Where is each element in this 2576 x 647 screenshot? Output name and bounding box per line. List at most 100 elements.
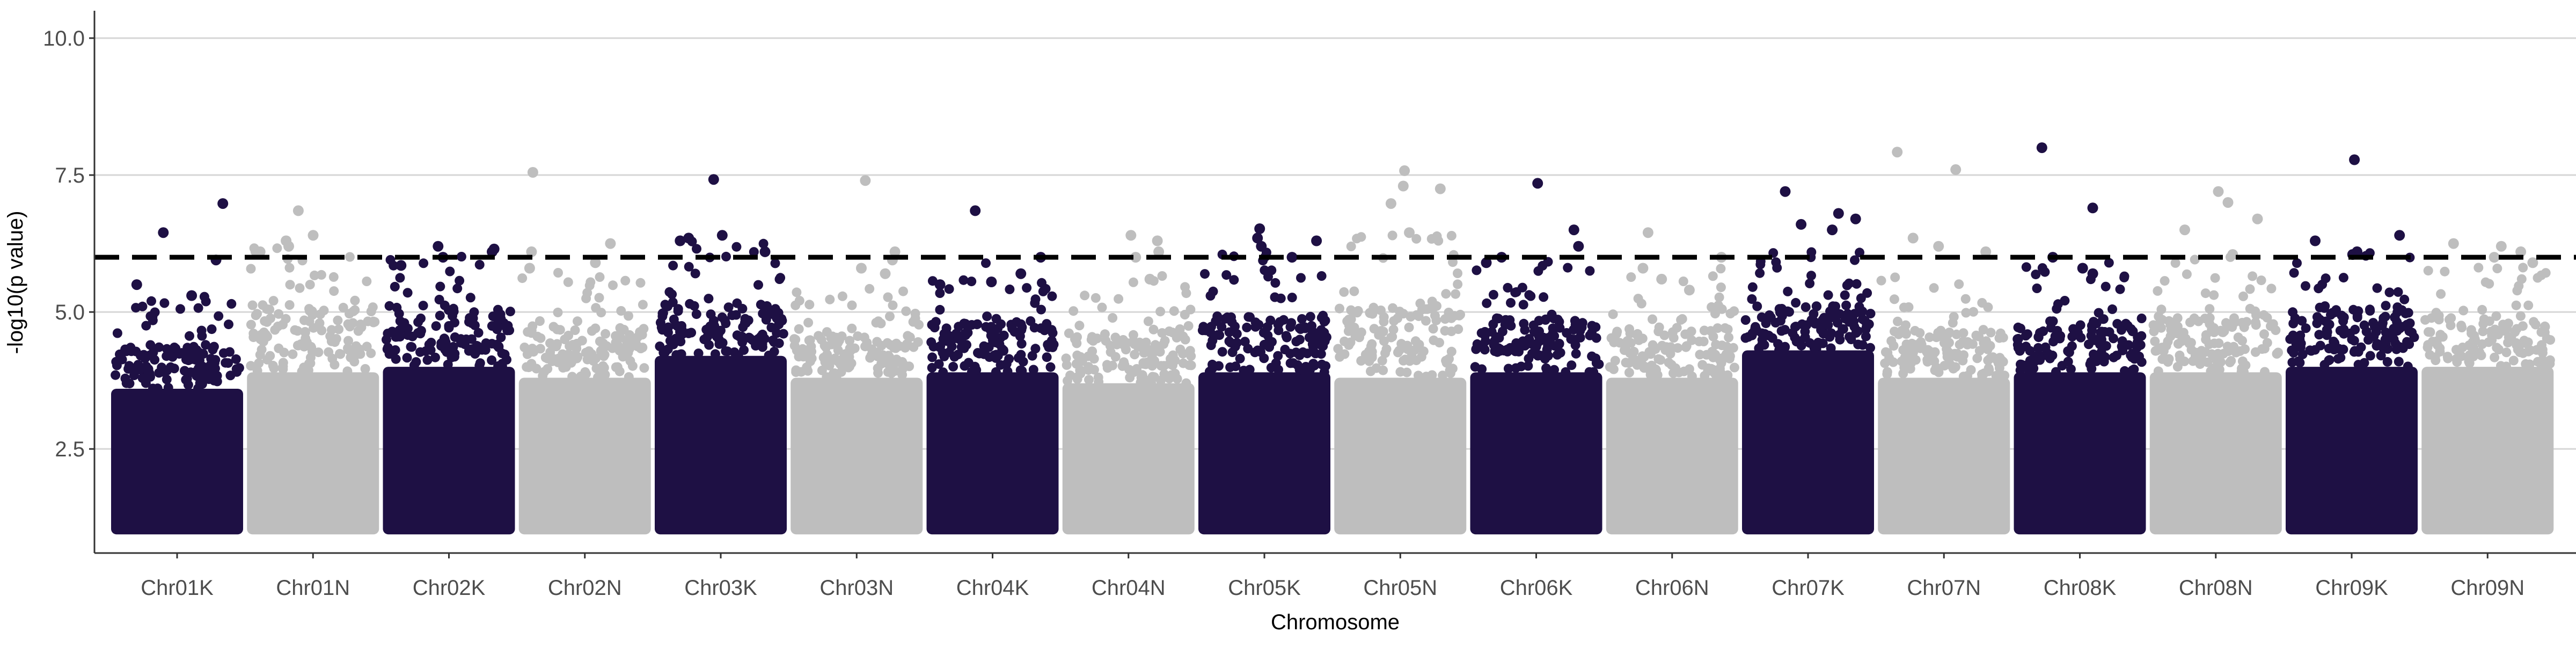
data-point [1319, 367, 1329, 377]
data-point [1706, 364, 1716, 374]
data-point [2160, 276, 2170, 286]
data-point [226, 299, 237, 309]
data-point [1680, 329, 1690, 339]
top-point [1286, 252, 1298, 263]
data-point [1699, 337, 1709, 346]
data-point [814, 331, 824, 341]
y-tick-label: 10.0 [43, 27, 85, 50]
data-point [1175, 344, 1185, 354]
data-point [636, 344, 646, 353]
data-point [274, 343, 284, 353]
data-point [1314, 338, 1324, 348]
data-point [247, 300, 258, 310]
data-point [845, 336, 855, 346]
data-point [865, 283, 875, 294]
data-point [317, 325, 327, 336]
data-point [745, 333, 755, 344]
data-point [2324, 319, 2334, 330]
data-point [1376, 326, 1386, 336]
data-point [733, 350, 743, 360]
data-point [1074, 321, 1085, 331]
data-point [252, 366, 262, 376]
data-point [141, 321, 151, 331]
data-point [2365, 351, 2375, 361]
top-point [1153, 246, 1165, 257]
data-point [553, 268, 563, 278]
top-point [2179, 224, 2190, 236]
data-point [2427, 337, 2438, 347]
series-Chr06N [1605, 227, 1739, 535]
data-point [1377, 355, 1387, 366]
data-point [794, 296, 804, 306]
data-point [145, 340, 156, 350]
data-point [2492, 343, 2502, 353]
data-point [1928, 355, 1938, 366]
data-point [1258, 328, 1269, 338]
data-point [126, 343, 136, 353]
series-Chr05N [1333, 165, 1467, 535]
data-point [363, 316, 373, 326]
top-point [487, 246, 497, 257]
data-point [805, 335, 815, 345]
data-point [1893, 316, 1902, 326]
data-point [278, 319, 288, 330]
data-point [1273, 319, 1283, 330]
data-point [2487, 330, 2497, 340]
data-point [2021, 262, 2031, 272]
data-point [387, 326, 397, 337]
data-point [338, 302, 348, 312]
data-point [524, 362, 534, 373]
data-point [169, 343, 179, 352]
data-point [1402, 367, 1412, 377]
data-point [246, 319, 256, 330]
data-point [1294, 335, 1305, 345]
data-point [1349, 286, 1359, 296]
data-point [1790, 322, 1800, 332]
data-point [655, 341, 665, 351]
data-point [794, 324, 804, 334]
data-point [390, 345, 400, 355]
data-point [834, 336, 844, 345]
data-point [706, 309, 716, 319]
data-point [2016, 323, 2025, 333]
data-point [421, 346, 431, 356]
data-point [844, 352, 854, 362]
data-point [938, 367, 948, 377]
data-point [1569, 335, 1579, 345]
data-point [197, 361, 208, 372]
data-point [246, 264, 256, 274]
data-point [418, 301, 428, 311]
data-point [2381, 301, 2391, 311]
data-point [1421, 316, 1431, 326]
x-tick-label: Chr03K [684, 576, 757, 600]
data-point [1106, 347, 1116, 357]
series-Chr04K [926, 205, 1059, 535]
data-point [2466, 325, 2476, 335]
series-Chr08N [2148, 186, 2283, 535]
data-point [1224, 327, 1234, 337]
data-point [2394, 357, 2404, 367]
data-point [452, 283, 463, 294]
data-point [1960, 294, 1971, 304]
data-point [2456, 321, 2467, 331]
data-point [1827, 307, 1838, 317]
data-point [658, 308, 668, 318]
data-point [1529, 327, 1539, 337]
data-point [1929, 283, 1939, 293]
data-point [1939, 338, 1949, 348]
data-point [402, 353, 412, 363]
data-point [2484, 316, 2494, 326]
data-point [2098, 314, 2108, 324]
data-point [2101, 281, 2111, 292]
data-point [1944, 328, 1955, 338]
top-point [433, 241, 444, 252]
data-point [979, 341, 989, 351]
data-point [2379, 343, 2389, 353]
data-point [434, 295, 444, 304]
data-point [638, 300, 648, 310]
x-tick-label: Chr05K [1228, 576, 1301, 600]
data-point [2214, 338, 2224, 348]
data-point [775, 273, 786, 283]
